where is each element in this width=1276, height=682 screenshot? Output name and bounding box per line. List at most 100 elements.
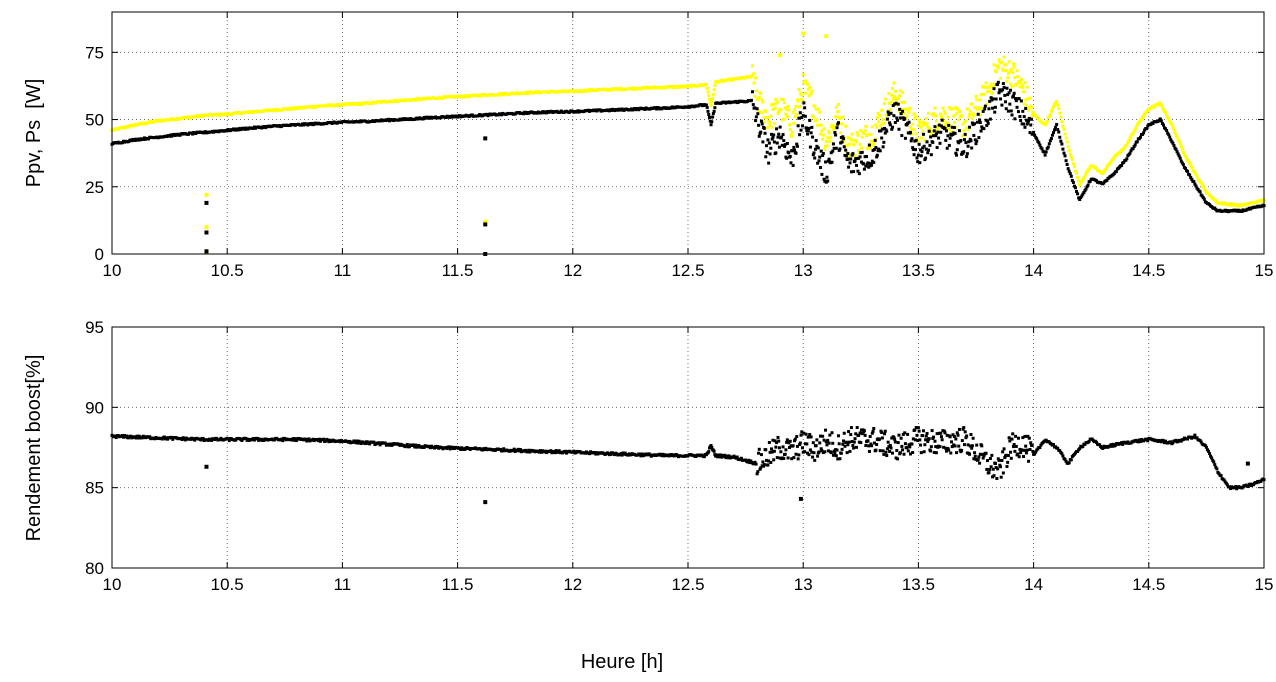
data-point [961,122,965,126]
data-point [890,93,894,97]
data-point [1085,185,1089,189]
data-point [896,118,900,122]
data-point [944,138,948,142]
data-point [985,123,989,127]
data-point [761,100,765,104]
data-point [1044,121,1048,125]
x-tick-label: 11.5 [442,575,474,594]
data-point [1228,487,1232,491]
data-point [1061,124,1065,128]
data-point [818,166,822,170]
data-point [1175,150,1179,154]
data-point [1060,120,1064,124]
data-point [1038,143,1042,147]
data-point [972,133,976,137]
data-point [937,136,941,140]
data-point [1109,160,1113,164]
data-point [902,452,906,456]
data-point [707,93,711,97]
data-point [1186,169,1190,173]
data-point [759,92,763,96]
data-point [324,439,328,443]
data-point [963,430,967,434]
data-point [792,456,796,460]
data-point [880,436,884,440]
data-point [964,141,968,145]
data-point [962,138,966,142]
data-point [1120,163,1124,167]
data-point [1094,179,1098,183]
data-point [796,99,800,103]
data-point [1195,175,1199,179]
data-point [908,445,912,449]
data-point [894,98,898,102]
data-point [960,134,964,138]
data-point [762,463,766,467]
data-point [820,172,824,176]
data-point [414,98,418,102]
data-point [1138,440,1142,444]
data-point [772,121,776,125]
data-point [862,162,866,166]
data-point [959,138,963,142]
data-point [1068,152,1072,156]
data-point [813,458,817,462]
data-point [791,163,795,167]
data-point [1200,183,1204,187]
data-point [1009,456,1013,460]
data-point [880,108,884,112]
data-point [814,138,818,142]
data-point [704,103,708,107]
data-point [763,131,767,135]
data-point [723,453,727,457]
data-point [1006,93,1010,97]
x-tick-label: 14 [1024,261,1043,280]
data-point [954,151,958,155]
data-point [770,103,774,107]
data-point [870,125,874,129]
data-point [983,107,987,111]
data-point [772,102,776,106]
data-point [895,448,899,452]
data-point [911,437,915,441]
data-point [888,108,892,112]
data-point [405,442,409,446]
data-point [322,437,326,441]
data-point [1027,459,1031,463]
data-point [748,461,752,465]
data-point [762,116,766,120]
data-point [968,113,972,117]
data-point [933,439,937,443]
data-point [815,438,819,442]
data-point [1067,148,1071,152]
xlabel-efficiency: Heure [h] [581,651,663,673]
data-point [760,122,764,126]
data-point [821,133,825,137]
data-point [1192,435,1196,439]
data-point [1008,439,1012,443]
data-point [901,90,905,94]
data-point [986,459,990,463]
x-tick-label: 14 [1024,575,1043,594]
data-point [1062,127,1066,131]
data-point [905,446,909,450]
data-point [1001,450,1005,454]
data-point [756,470,760,474]
data-point [1003,456,1007,460]
data-point [1094,440,1098,444]
data-point [832,449,836,453]
data-point [710,446,714,450]
data-point [906,432,910,436]
data-point [1056,446,1060,450]
data-point [757,447,761,451]
x-tick-label: 14.5 [1132,575,1165,594]
data-point [281,439,285,443]
data-point [903,431,907,435]
data-point [926,148,930,152]
data-point [806,82,810,86]
data-point [1013,449,1017,453]
data-point [1063,132,1067,136]
data-point [980,444,984,448]
data-point [953,444,957,448]
data-point [998,97,1002,101]
